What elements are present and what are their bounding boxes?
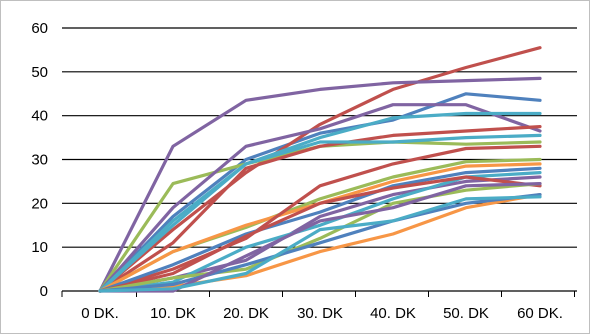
x-tick-label: 60 DK.	[517, 305, 563, 322]
x-tick-label: 40. DK	[370, 305, 416, 322]
series-line-3	[98, 76, 542, 293]
series-line-19	[98, 182, 542, 293]
x-tick-label: 30. DK	[297, 305, 343, 322]
gridlines	[62, 27, 577, 248]
series-line-11	[98, 144, 542, 293]
x-axis: 0 DK. 10. DK 20. DK 30. DK 40. DK 50. DK 60 DK…	[61, 290, 577, 322]
x-tick-label: 10. DK	[150, 305, 196, 322]
x-tick-label: 50. DK	[443, 305, 489, 322]
x-tick-label: 20. DK	[223, 305, 269, 322]
series-line-7	[98, 124, 542, 293]
y-tick-label: 50	[31, 64, 48, 81]
series-line-16	[98, 182, 542, 293]
y-tick-label: 10	[31, 239, 48, 256]
series-line-5	[98, 103, 542, 293]
y-axis-tick-labels: 0 10 20 30 40 50 60	[31, 20, 48, 300]
series-line-20	[98, 195, 542, 293]
y-tick-label: 0	[40, 283, 48, 300]
x-tick-label: 0 DK.	[81, 305, 119, 322]
y-tick-label: 30	[31, 152, 48, 169]
series-lines	[98, 46, 542, 293]
y-tick-label: 40	[31, 108, 48, 125]
y-tick-label: 20	[31, 195, 48, 212]
y-tick-label: 60	[31, 20, 48, 37]
series-line-12	[98, 166, 542, 293]
series-line-15	[98, 175, 542, 293]
series-line-1	[98, 92, 542, 293]
series-line-8	[98, 133, 542, 293]
series-line-18	[98, 193, 542, 293]
series-line-6	[98, 111, 542, 293]
series-line-2	[98, 46, 542, 293]
series-line-17	[98, 193, 542, 293]
